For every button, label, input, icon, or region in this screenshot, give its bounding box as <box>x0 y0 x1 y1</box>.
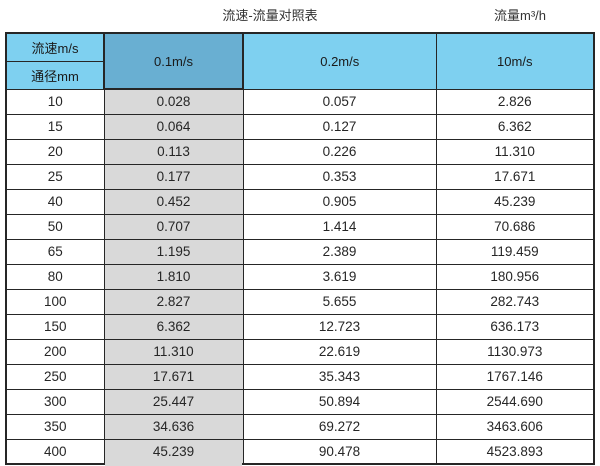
flow-value-cell: 45.239 <box>103 438 244 465</box>
header-row-top: 流速m/s 0.1m/s 0.2m/s 10m/s <box>5 32 595 90</box>
flow-value-cell: 12.723 <box>242 313 437 340</box>
flow-value-cell: 0.028 <box>103 88 244 115</box>
flow-value-cell: 0.113 <box>103 138 244 165</box>
flow-value-cell: 17.671 <box>435 163 595 190</box>
flow-value-cell: 69.272 <box>242 413 437 440</box>
table-row: 50 0.707 1.414 70.686 <box>5 213 595 240</box>
flow-value-cell: 2544.690 <box>435 388 595 415</box>
diameter-cell: 20 <box>5 138 105 165</box>
header-flow-velocity: 流速m/s <box>5 32 105 62</box>
table-title: 流速-流量对照表 <box>222 8 318 23</box>
flow-value-cell: 17.671 <box>103 363 244 390</box>
header-diameter: 通径mm <box>5 60 105 90</box>
flow-value-cell: 1.195 <box>103 238 244 265</box>
flow-value-cell: 6.362 <box>435 113 595 140</box>
flow-value-cell: 636.173 <box>435 313 595 340</box>
flow-value-cell: 0.226 <box>242 138 437 165</box>
header-col-0-1ms: 0.1m/s <box>103 32 244 90</box>
flow-value-cell: 1767.146 <box>435 363 595 390</box>
table-row: 100 2.827 5.655 282.743 <box>5 288 595 315</box>
table-row: 15 0.064 0.127 6.362 <box>5 113 595 140</box>
diameter-cell: 200 <box>5 338 105 365</box>
flow-unit-label: 流量m³/h <box>493 8 546 23</box>
flow-value-cell: 25.447 <box>103 388 244 415</box>
flow-value-cell: 45.239 <box>435 188 595 215</box>
diameter-cell: 40 <box>5 188 105 215</box>
table-row: 300 25.447 50.894 2544.690 <box>5 388 595 415</box>
gray-column-tail <box>105 461 242 466</box>
flow-value-cell: 4523.893 <box>435 438 595 465</box>
header-col-0-2ms: 0.2m/s <box>242 32 437 90</box>
diameter-cell: 65 <box>5 238 105 265</box>
table-header: 流速m/s 0.1m/s 0.2m/s 10m/s 通径mm <box>5 32 595 90</box>
flow-value-cell: 22.619 <box>242 338 437 365</box>
header-col-10ms: 10m/s <box>435 32 595 90</box>
flow-value-cell: 2.826 <box>435 88 595 115</box>
flow-value-cell: 70.686 <box>435 213 595 240</box>
flow-value-cell: 0.353 <box>242 163 437 190</box>
table-row: 20 0.113 0.226 11.310 <box>5 138 595 165</box>
diameter-cell: 25 <box>5 163 105 190</box>
flow-value-cell: 5.655 <box>242 288 437 315</box>
flow-value-cell: 1130.973 <box>435 338 595 365</box>
table-row: 25 0.177 0.353 17.671 <box>5 163 595 190</box>
flow-value-cell: 0.057 <box>242 88 437 115</box>
flow-value-cell: 2.389 <box>242 238 437 265</box>
flow-value-cell: 50.894 <box>242 388 437 415</box>
table-row: 65 1.195 2.389 119.459 <box>5 238 595 265</box>
diameter-cell: 250 <box>5 363 105 390</box>
table-row: 400 45.239 90.478 4523.893 <box>5 438 595 465</box>
table-row: 150 6.362 12.723 636.173 <box>5 313 595 340</box>
flow-value-cell: 6.362 <box>103 313 244 340</box>
table-row: 200 11.310 22.619 1130.973 <box>5 338 595 365</box>
table-row: 10 0.028 0.057 2.826 <box>5 88 595 115</box>
flow-value-cell: 2.827 <box>103 288 244 315</box>
diameter-cell: 15 <box>5 113 105 140</box>
flow-value-cell: 282.743 <box>435 288 595 315</box>
flow-value-cell: 0.177 <box>103 163 244 190</box>
table-row: 250 17.671 35.343 1767.146 <box>5 363 595 390</box>
table-row: 40 0.452 0.905 45.239 <box>5 188 595 215</box>
diameter-cell: 150 <box>5 313 105 340</box>
flow-value-cell: 3.619 <box>242 263 437 290</box>
table-row: 350 34.636 69.272 3463.606 <box>5 413 595 440</box>
flow-value-cell: 35.343 <box>242 363 437 390</box>
flow-value-cell: 0.064 <box>103 113 244 140</box>
flow-value-cell: 1.810 <box>103 263 244 290</box>
diameter-cell: 50 <box>5 213 105 240</box>
flow-value-cell: 0.707 <box>103 213 244 240</box>
flow-rate-table: 流速m/s 0.1m/s 0.2m/s 10m/s 通径mm 10 0.028 0.… <box>5 32 595 465</box>
flow-value-cell: 3463.606 <box>435 413 595 440</box>
diameter-cell: 300 <box>5 388 105 415</box>
flow-value-cell: 11.310 <box>435 138 595 165</box>
flow-value-cell: 11.310 <box>103 338 244 365</box>
flow-value-cell: 119.459 <box>435 238 595 265</box>
flow-value-cell: 0.452 <box>103 188 244 215</box>
diameter-cell: 100 <box>5 288 105 315</box>
diameter-cell: 350 <box>5 413 105 440</box>
diameter-cell: 80 <box>5 263 105 290</box>
diameter-cell: 10 <box>5 88 105 115</box>
flow-value-cell: 90.478 <box>242 438 437 465</box>
flow-value-cell: 0.127 <box>242 113 437 140</box>
flow-value-cell: 1.414 <box>242 213 437 240</box>
flow-value-cell: 180.956 <box>435 263 595 290</box>
diameter-cell: 400 <box>5 438 105 465</box>
table-row: 80 1.810 3.619 180.956 <box>5 263 595 290</box>
flow-value-cell: 34.636 <box>103 413 244 440</box>
table-body: 10 0.028 0.057 2.826 15 0.064 0.127 6.362 20 0.11… <box>5 88 595 465</box>
flow-value-cell: 0.905 <box>242 188 437 215</box>
